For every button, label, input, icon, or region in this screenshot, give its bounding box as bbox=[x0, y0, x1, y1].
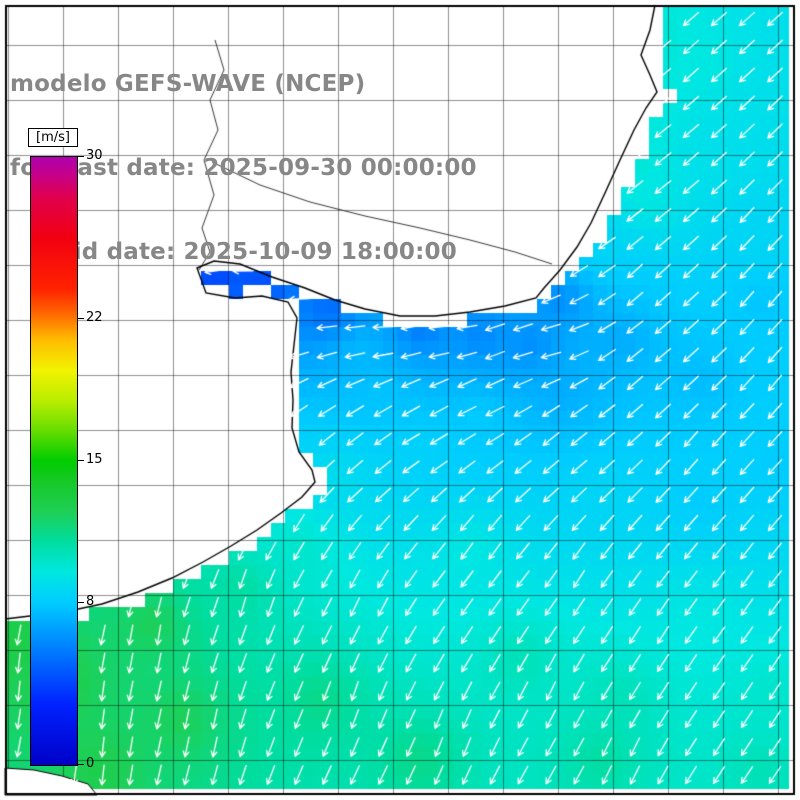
colorbar: [m/s] 30 22 15 8 0 bbox=[28, 128, 148, 788]
colorbar-unit-label: [m/s] bbox=[28, 128, 78, 147]
colorbar-tick-mark bbox=[78, 601, 84, 603]
colorbar-tick-mark bbox=[78, 460, 84, 461]
colorbar-tick-label: 0 bbox=[86, 756, 95, 771]
colorbar-tick-label: 22 bbox=[86, 310, 103, 326]
model-name: modelo GEFS-WAVE (NCEP) bbox=[10, 71, 366, 97]
colorbar-tick-mark bbox=[78, 764, 84, 765]
colorbar-gradient-bar bbox=[30, 156, 78, 766]
colorbar-tick-label: 8 bbox=[86, 593, 95, 609]
colorbar-tick-mark bbox=[78, 318, 84, 320]
colorbar-tick-label: 15 bbox=[86, 452, 103, 467]
colorbar-tick-mark bbox=[78, 156, 84, 157]
colorbar-tick-label: 30 bbox=[86, 148, 103, 163]
